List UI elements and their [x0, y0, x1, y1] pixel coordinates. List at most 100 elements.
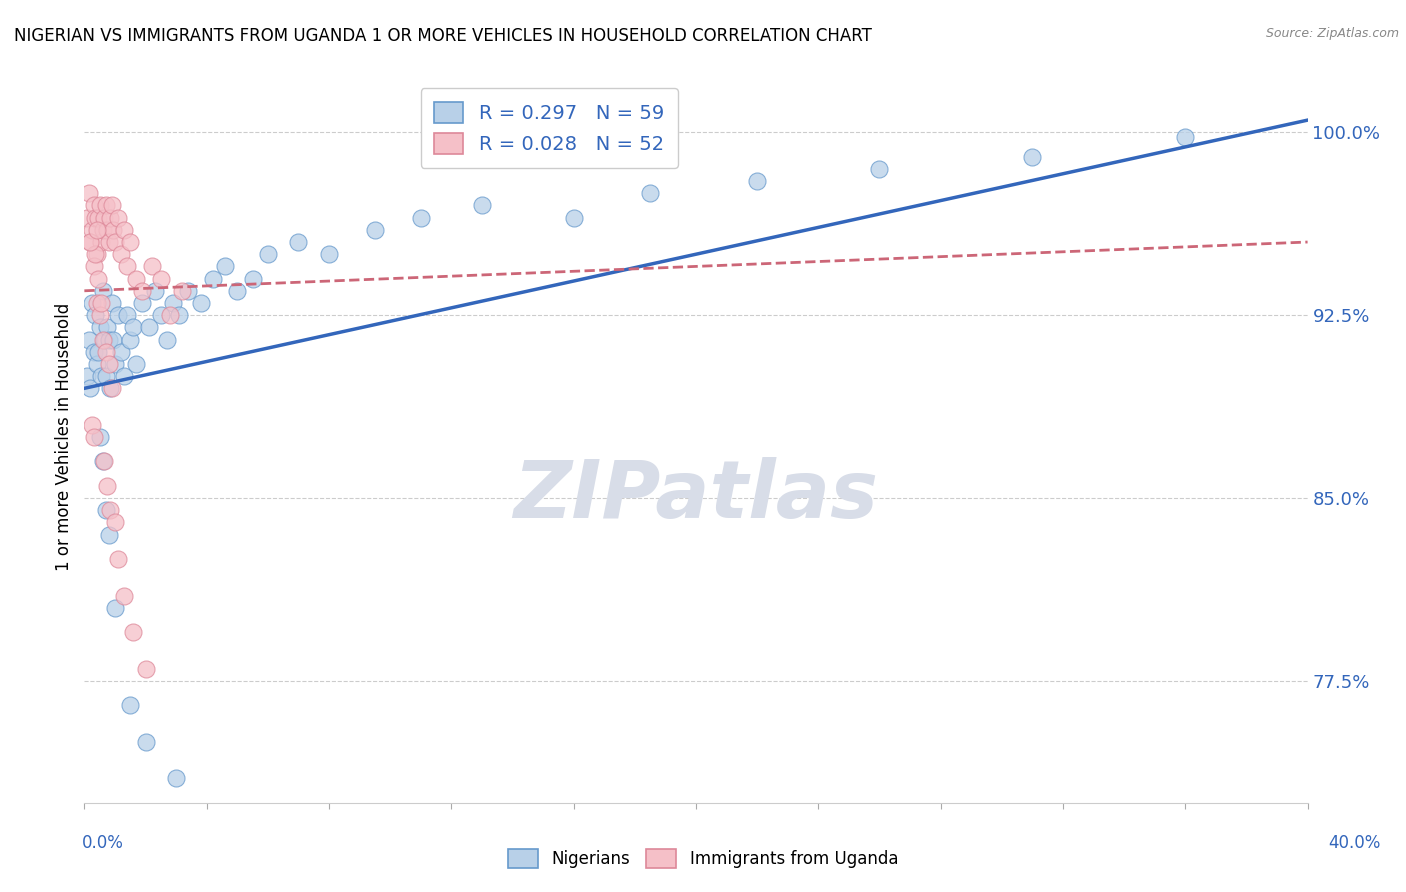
- Point: [90, 296, 112, 310]
- Point: [89, 308, 111, 322]
- Point: [149, 271, 172, 285]
- Point: [103, 223, 125, 237]
- Point: [257, 247, 280, 261]
- Point: [156, 333, 179, 347]
- Point: [115, 260, 138, 274]
- Point: [91, 284, 114, 298]
- Point: [131, 296, 153, 310]
- Y-axis label: 1 or more Vehicles in Household: 1 or more Vehicles in Household: [55, 303, 73, 571]
- Point: [87, 271, 110, 285]
- Point: [89, 198, 111, 212]
- Point: [125, 271, 148, 285]
- Point: [104, 600, 127, 615]
- Point: [162, 296, 184, 310]
- Point: [93, 211, 115, 225]
- Point: [226, 284, 249, 298]
- Point: [91, 223, 114, 237]
- Text: NIGERIAN VS IMMIGRANTS FROM UGANDA 1 OR MORE VEHICLES IN HOUSEHOLD CORRELATION C: NIGERIAN VS IMMIGRANTS FROM UGANDA 1 OR …: [14, 27, 872, 45]
- Point: [97, 333, 120, 347]
- Point: [83, 198, 105, 212]
- Point: [115, 308, 138, 322]
- Point: [86, 296, 108, 310]
- Point: [96, 320, 118, 334]
- Point: [83, 430, 105, 444]
- Point: [77, 333, 100, 347]
- Point: [104, 357, 127, 371]
- Point: [91, 333, 114, 347]
- Point: [90, 235, 112, 249]
- Point: [110, 344, 132, 359]
- Point: [138, 320, 160, 334]
- Point: [149, 308, 172, 322]
- Point: [97, 235, 120, 249]
- Point: [110, 247, 132, 261]
- Point: [104, 516, 127, 530]
- Point: [94, 344, 117, 359]
- Point: [190, 296, 212, 310]
- Point: [101, 198, 124, 212]
- Point: [80, 296, 103, 310]
- Legend: Nigerians, Immigrants from Uganda: Nigerians, Immigrants from Uganda: [501, 843, 905, 875]
- Point: [96, 479, 118, 493]
- Point: [94, 198, 117, 212]
- Point: [869, 161, 891, 176]
- Point: [242, 271, 264, 285]
- Point: [112, 589, 135, 603]
- Point: [177, 284, 200, 298]
- Point: [131, 284, 153, 298]
- Point: [79, 381, 101, 395]
- Point: [1174, 130, 1197, 145]
- Point: [80, 417, 103, 432]
- Point: [83, 344, 105, 359]
- Point: [96, 223, 118, 237]
- Point: [112, 369, 135, 384]
- Point: [122, 320, 145, 334]
- Point: [93, 333, 115, 347]
- Point: [107, 552, 129, 566]
- Point: [77, 186, 100, 201]
- Point: [103, 333, 125, 347]
- Point: [214, 260, 236, 274]
- Point: [104, 235, 127, 249]
- Point: [86, 223, 108, 237]
- Point: [79, 235, 101, 249]
- Point: [87, 211, 110, 225]
- Text: 40.0%: 40.0%: [1327, 834, 1381, 852]
- Point: [120, 698, 142, 713]
- Point: [98, 503, 121, 517]
- Point: [86, 357, 108, 371]
- Point: [112, 223, 135, 237]
- Point: [90, 369, 112, 384]
- Point: [638, 186, 661, 201]
- Point: [135, 735, 157, 749]
- Point: [122, 625, 145, 640]
- Point: [120, 235, 142, 249]
- Point: [93, 454, 115, 468]
- Point: [120, 333, 142, 347]
- Point: [747, 174, 769, 188]
- Point: [409, 211, 432, 225]
- Point: [107, 211, 129, 225]
- Point: [94, 503, 117, 517]
- Point: [79, 235, 101, 249]
- Point: [76, 369, 98, 384]
- Point: [135, 662, 157, 676]
- Legend: R = 0.297   N = 59, R = 0.028   N = 52: R = 0.297 N = 59, R = 0.028 N = 52: [420, 88, 678, 168]
- Point: [80, 223, 103, 237]
- Text: ZIPatlas: ZIPatlas: [513, 457, 879, 534]
- Point: [101, 381, 124, 395]
- Point: [318, 247, 340, 261]
- Point: [471, 198, 494, 212]
- Text: Source: ZipAtlas.com: Source: ZipAtlas.com: [1265, 27, 1399, 40]
- Point: [84, 247, 107, 261]
- Point: [98, 211, 121, 225]
- Point: [89, 430, 111, 444]
- Point: [84, 211, 107, 225]
- Point: [287, 235, 309, 249]
- Point: [159, 308, 181, 322]
- Point: [167, 308, 190, 322]
- Point: [125, 357, 148, 371]
- Point: [364, 223, 387, 237]
- Point: [84, 308, 107, 322]
- Point: [562, 211, 585, 225]
